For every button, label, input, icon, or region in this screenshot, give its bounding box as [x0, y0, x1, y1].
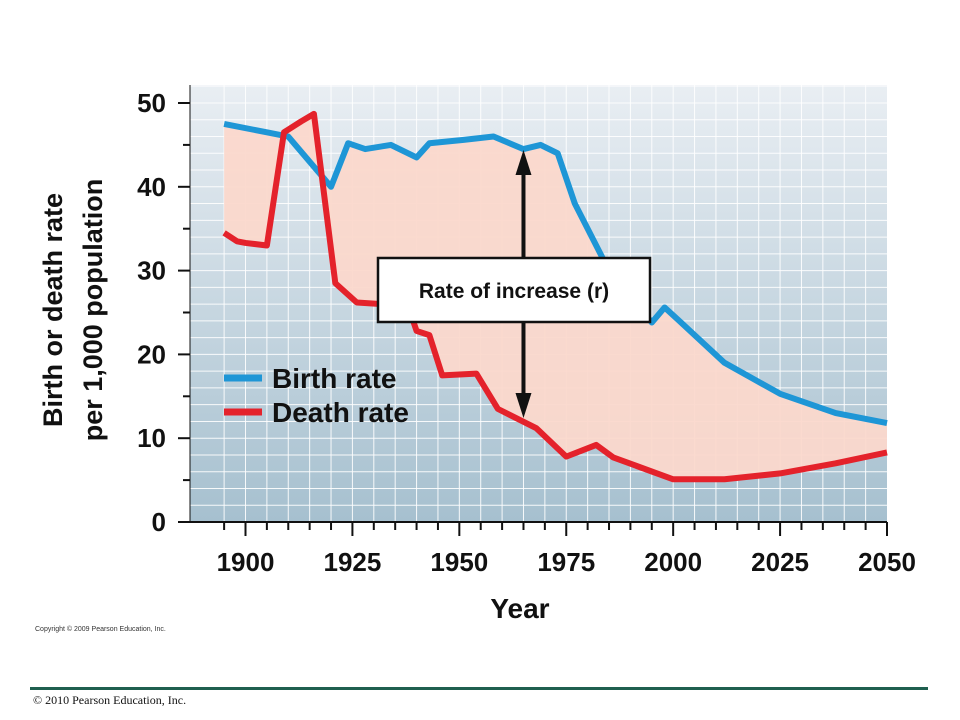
x-tick-label: 1950 — [430, 547, 488, 577]
legend-label: Death rate — [272, 397, 409, 428]
x-tick-label: 2025 — [751, 547, 809, 577]
y-axis-label: per 1,000 population — [78, 179, 108, 442]
chart: 1900 1925 1950 1975 2000 2025 2050 0 10 20 30 40 50 Y… — [0, 0, 960, 720]
y-axis-label: Birth or death rate — [38, 193, 68, 427]
x-tick-label: 2000 — [644, 547, 702, 577]
x-tick-label: 1900 — [217, 547, 275, 577]
y-tick-label: 20 — [137, 339, 166, 369]
y-tick-label: 40 — [137, 172, 166, 202]
annotation-text: Rate of increase (r) — [419, 280, 609, 303]
y-tick-label: 30 — [137, 256, 166, 286]
x-tick-label: 1925 — [323, 547, 381, 577]
inner-copyright: Copyright © 2009 Pearson Education, Inc. — [35, 626, 166, 633]
x-tick-label: 2050 — [858, 547, 916, 577]
legend-label: Birth rate — [272, 363, 396, 394]
footer-rule — [30, 687, 928, 690]
y-tick-label: 50 — [137, 88, 166, 118]
footer-copyright: © 2010 Pearson Education, Inc. — [33, 693, 186, 708]
x-axis-label: Year — [490, 593, 549, 624]
y-tick-label: 10 — [137, 423, 166, 453]
y-tick-label: 0 — [152, 507, 166, 537]
x-tick-label: 1975 — [537, 547, 595, 577]
